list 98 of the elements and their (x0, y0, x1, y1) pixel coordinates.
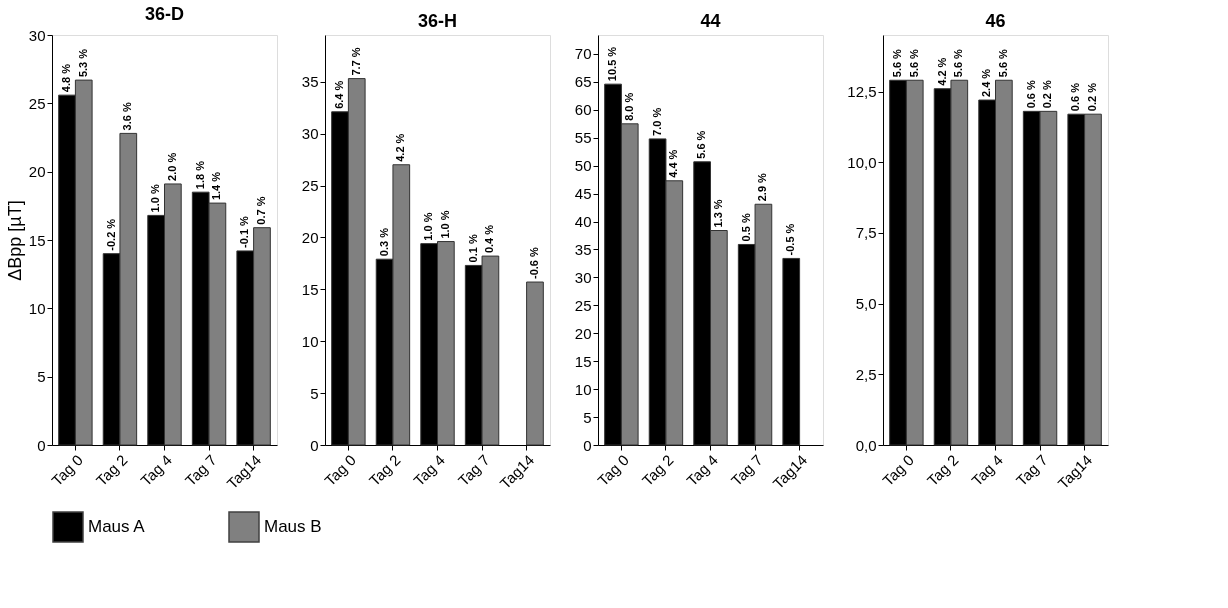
annotation: 8.0 % (622, 92, 635, 121)
x-tick-label: Tag 7 (1012, 451, 1051, 490)
legend-label: Maus A (88, 517, 146, 536)
y-tick-label: 5 (37, 368, 46, 386)
y-tick-label: 25 (28, 94, 46, 112)
annotation: 5.6 % (952, 48, 965, 78)
y-tick-label: 55 (574, 129, 592, 147)
y-tick-label: 2,5 (855, 365, 877, 383)
annotation: 0.6 % (1024, 80, 1037, 109)
y-tick-label: 0 (37, 436, 46, 454)
annotation: 7.7 % (349, 47, 362, 76)
annotation: 1.0 % (149, 184, 162, 213)
y-tick-label: 10,0 (847, 153, 877, 171)
y-tick-label: 45 (574, 185, 592, 203)
annotation: 7.0 % (650, 107, 663, 136)
y-tick-label: 10 (574, 380, 592, 398)
y-tick-label: 20 (301, 228, 319, 246)
annotation: 4.8 % (60, 63, 73, 93)
annotation: 0.5 % (739, 213, 752, 242)
x-tick-label: Tag 4 (968, 451, 1007, 490)
annotation: 0.2 % (1085, 82, 1098, 112)
annotation: -0.6 % (527, 247, 540, 280)
x-tick-label: Tag 2 (923, 451, 962, 490)
annotation: 0.7 % (254, 196, 267, 225)
annotation: 4.2 % (394, 133, 407, 162)
y-tick-label: 35 (574, 241, 592, 258)
annotation: 0.4 % (483, 224, 496, 254)
y-tick-label: 35 (301, 73, 319, 91)
annotation: -0.5 % (784, 223, 797, 256)
y-tick-label: 0 (310, 436, 319, 454)
y-tick-label: 15 (301, 280, 319, 298)
x-tick-label: Tag 4 (137, 451, 176, 490)
y-tick-label: 15 (28, 231, 46, 249)
annotation: 6.4 % (333, 80, 346, 109)
annotation: 3.6 % (121, 102, 134, 131)
y-tick-label: 15 (574, 352, 592, 370)
y-tick-label: 50 (574, 157, 592, 175)
annotation: 5.6 % (996, 48, 1009, 78)
annotation: 0.1 % (466, 234, 479, 263)
y-tick-label: 20 (28, 163, 46, 181)
y-tick-label: 0,0 (855, 436, 877, 454)
x-tick-label: Tag 7 (727, 451, 766, 490)
annotation: 2.9 % (756, 172, 769, 202)
annotation: 1.3 % (711, 199, 724, 228)
chart-title: 36-D (144, 4, 185, 24)
x-tick-label: Tag 0 (879, 451, 917, 490)
y-tick-label: 7,5 (855, 224, 877, 242)
y-tick-label: 30 (574, 268, 592, 286)
chart-title: 46 (985, 11, 1006, 31)
annotation: 5.3 % (76, 48, 89, 78)
annotation: 2.0 % (165, 152, 178, 181)
y-tick-label: 5 (583, 408, 592, 426)
y-tick-label: 40 (574, 213, 592, 231)
bar (526, 281, 544, 446)
y-tick-label: 12,5 (847, 83, 877, 101)
annotation: 0.3 % (377, 227, 390, 257)
y-tick-label: 65 (574, 73, 592, 91)
annotation: 0.2 % (1041, 80, 1054, 109)
y-tick-label: 10 (28, 299, 46, 317)
annotation: 2.4 % (980, 68, 993, 98)
y-axis-title: ΔBpp [µT] (4, 200, 25, 281)
x-tick-label: Tag 0 (48, 451, 86, 490)
x-tick-label: Tag 7 (181, 451, 220, 490)
annotation: -0.2 % (104, 218, 117, 251)
y-tick-label: 60 (574, 101, 592, 119)
annotation: 1.0 % (438, 210, 451, 239)
annotation: 10.5 % (606, 46, 619, 82)
x-tick-label: Tag 0 (594, 451, 632, 490)
y-tick-label: 20 (574, 324, 592, 342)
y-tick-label: 30 (28, 26, 46, 44)
annotation: 4.2 % (935, 57, 948, 86)
chart-title: 44 (700, 11, 721, 31)
annotation: 1.8 % (193, 160, 206, 190)
annotation: 4.4 % (667, 149, 680, 178)
x-tick-label: Tag 7 (454, 451, 493, 490)
y-tick-label: 25 (301, 177, 319, 195)
y-tick-label: 5 (310, 384, 319, 402)
x-tick-label: Tag 4 (683, 451, 722, 490)
annotation: 0.6 % (1069, 82, 1082, 112)
x-tick-label: Tag 4 (410, 451, 449, 490)
annotation: 5.6 % (891, 48, 904, 78)
legend-label: Maus B (264, 517, 322, 536)
y-tick-label: 30 (301, 125, 319, 143)
y-tick-label: 0 (583, 436, 592, 454)
y-tick-label: 25 (574, 296, 592, 314)
x-tick-label: Tag 0 (321, 451, 359, 490)
annotation: -0.1 % (238, 215, 251, 248)
y-tick-label: 5,0 (855, 295, 877, 313)
x-tick-label: Tag 2 (638, 451, 677, 490)
y-tick-label: 10 (301, 332, 319, 350)
annotation: 1.4 % (210, 171, 223, 201)
chart-title: 36-H (417, 11, 458, 31)
annotation: 5.6 % (695, 130, 708, 159)
x-tick-label: Tag 2 (92, 451, 131, 490)
x-tick-label: Tag 2 (365, 451, 404, 490)
annotation: 1.0 % (422, 212, 435, 241)
annotation: 5.6 % (907, 48, 920, 78)
y-tick-label: 70 (574, 45, 592, 63)
